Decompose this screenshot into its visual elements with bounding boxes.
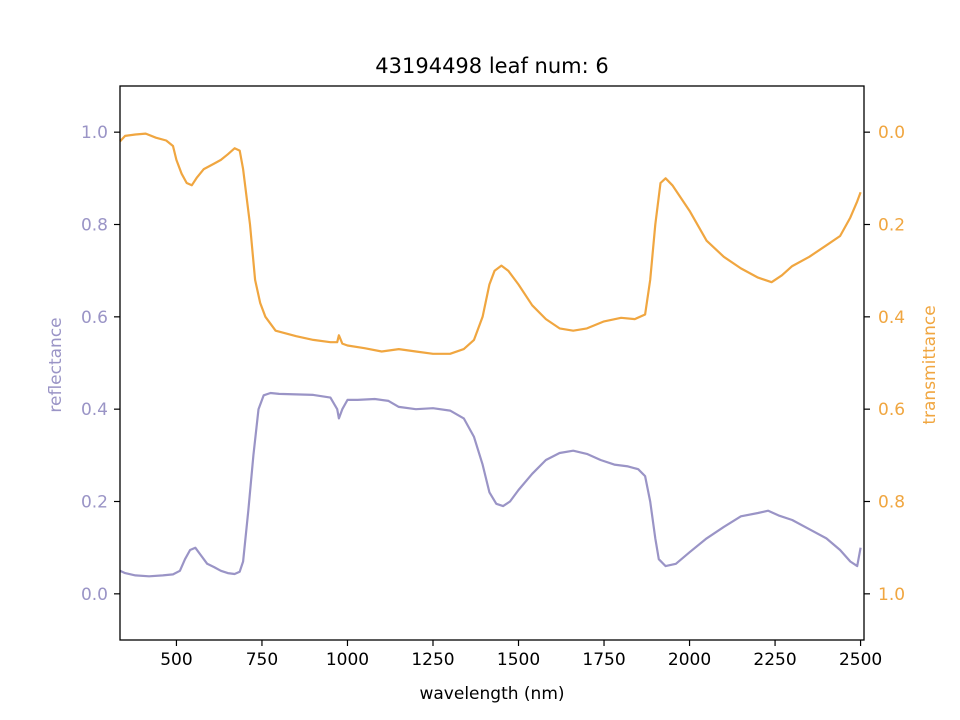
x-tick-label: 2000 [668,650,711,670]
y-right-tick-label: 0.0 [878,123,905,143]
x-tick-label: 2250 [753,650,796,670]
chart-title: 43194498 leaf num: 6 [375,54,608,78]
y-right-tick-label: 0.6 [878,400,905,420]
reflectance-series-line [119,391,862,578]
x-tick-label: 1000 [326,650,369,670]
x-axis-label: wavelength (nm) [419,684,564,704]
y-right-tick-label: 0.8 [878,493,905,513]
y-left-tick-label: 0.6 [81,308,108,328]
transmittance-series-line [119,132,862,355]
y-left-tick-label: 0.2 [81,493,108,513]
x-tick-label: 1250 [411,650,454,670]
plot-frame [119,85,865,641]
y-left-tick-label: 1.0 [81,123,108,143]
plot-area: 500 750 1000 1250 1500 1750 2000 2250 2500 0.0 0.2… [81,85,905,670]
x-tick-label: 750 [246,650,278,670]
x-tick-label: 500 [160,650,192,670]
y-axis-left-label: reflectance [46,317,66,412]
y-right-tick-label: 1.0 [878,585,905,605]
x-tick-label: 1750 [582,650,625,670]
x-tick-label: 1500 [497,650,540,670]
y-left-tick-label: 0.4 [81,400,108,420]
y-left-tick-label: 0.0 [81,585,108,605]
y-right-tick-label: 0.2 [878,216,905,236]
y-right-tick-label: 0.4 [878,308,905,328]
y-axis-right-label: transmittance [920,305,940,424]
y-left-tick-label: 0.8 [81,216,108,236]
x-tick-label: 2500 [839,650,882,670]
